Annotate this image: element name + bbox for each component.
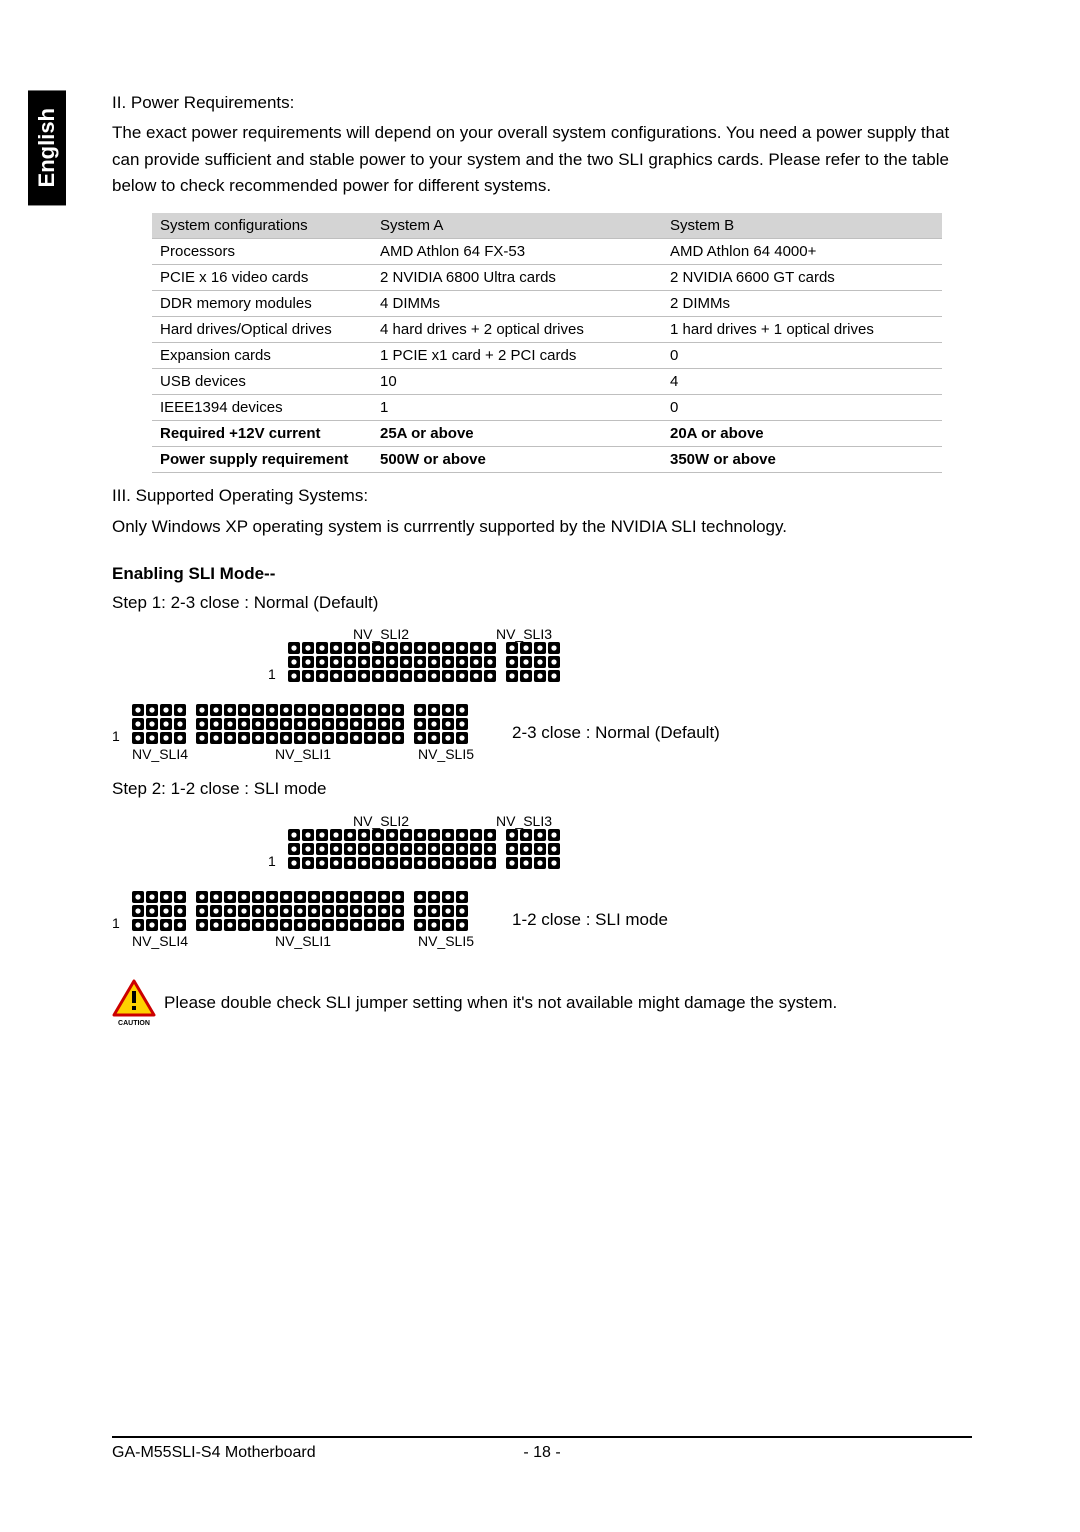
caution-text: Please double check SLI jumper setting w…: [164, 990, 837, 1016]
table-row: USB devices104: [152, 369, 942, 395]
caption-step1: 2-3 close : Normal (Default): [512, 723, 720, 743]
step1-text: Step 1: 2-3 close : Normal (Default): [112, 590, 972, 616]
page-footer: GA-M55SLI-S4 Motherboard - 18 -: [112, 1436, 972, 1462]
table-cell: USB devices: [152, 369, 372, 395]
table-cell: 25A or above: [372, 421, 662, 447]
table-cell: IEEE1394 devices: [152, 395, 372, 421]
table-header: System B: [662, 213, 942, 239]
table-cell: Processors: [152, 239, 372, 265]
table-cell: AMD Athlon 64 FX-53: [372, 239, 662, 265]
table-cell: 2 NVIDIA 6800 Ultra cards: [372, 265, 662, 291]
table-row: DDR memory modules4 DIMMs2 DIMMs: [152, 291, 942, 317]
jumper-label-sli3: NV_SLI3: [494, 626, 554, 642]
svg-text:CAUTION: CAUTION: [118, 1020, 150, 1027]
table-cell: 20A or above: [662, 421, 942, 447]
footer-left: GA-M55SLI-S4 Motherboard: [112, 1444, 316, 1462]
table-cell: AMD Athlon 64 4000+: [662, 239, 942, 265]
table-cell: Power supply requirement: [152, 447, 372, 473]
table-row: ProcessorsAMD Athlon 64 FX-53AMD Athlon …: [152, 239, 942, 265]
table-row: PCIE x 16 video cards2 NVIDIA 6800 Ultra…: [152, 265, 942, 291]
jumper-diagram-step1: NV_SLI2 NV_SLI3 1 1 NV_SLI4: [112, 626, 972, 762]
table-cell: 2 NVIDIA 6600 GT cards: [662, 265, 942, 291]
jumper-label-sli5-b: NV_SLI5: [416, 933, 476, 949]
table-cell: 0: [662, 395, 942, 421]
caption-step2: 1-2 close : SLI mode: [512, 910, 668, 930]
table-cell: 0: [662, 343, 942, 369]
table-row: Hard drives/Optical drives4 hard drives …: [152, 317, 942, 343]
table-cell: 1 hard drives + 1 optical drives: [662, 317, 942, 343]
enabling-sli-heading: Enabling SLI Mode--: [112, 564, 972, 584]
table-cell: DDR memory modules: [152, 291, 372, 317]
table-cell: 1 PCIE x1 card + 2 PCI cards: [372, 343, 662, 369]
jumper-label-sli3-b: NV_SLI3: [494, 813, 554, 829]
footer-page: - 18 -: [523, 1444, 560, 1462]
jumper-diagram-step2: NV_SLI2 NV_SLI3 1 1 NV_SLI4: [112, 813, 972, 949]
table-header: System A: [372, 213, 662, 239]
pin1-marker-b: 1: [112, 728, 120, 746]
jumper-label-sli2: NV_SLI2: [276, 626, 486, 642]
pin1-marker: 1: [268, 666, 276, 684]
pin1-marker-c: 1: [268, 853, 276, 871]
caution-note: CAUTION Please double check SLI jumper s…: [112, 979, 972, 1032]
table-cell: 350W or above: [662, 447, 942, 473]
language-tab: English: [28, 90, 66, 205]
jumper-label-sli1: NV_SLI1: [198, 746, 408, 762]
table-cell: Hard drives/Optical drives: [152, 317, 372, 343]
table-cell: 10: [372, 369, 662, 395]
jumper-label-sli2-b: NV_SLI2: [276, 813, 486, 829]
table-header: System configurations: [152, 213, 372, 239]
table-cell: 4: [662, 369, 942, 395]
table-cell: Expansion cards: [152, 343, 372, 369]
power-requirements-table: System configurationsSystem ASystem B Pr…: [152, 213, 942, 473]
section-ii-title: II. Power Requirements:: [112, 90, 972, 116]
section-iii-body: Only Windows XP operating system is curr…: [112, 514, 972, 540]
jumper-label-sli4: NV_SLI4: [130, 746, 190, 762]
table-cell: 4 hard drives + 2 optical drives: [372, 317, 662, 343]
jumper-label-sli5: NV_SLI5: [416, 746, 476, 762]
table-cell: Required +12V current: [152, 421, 372, 447]
table-cell: PCIE x 16 video cards: [152, 265, 372, 291]
table-cell: 500W or above: [372, 447, 662, 473]
pin1-marker-d: 1: [112, 915, 120, 933]
jumper-label-sli4-b: NV_SLI4: [130, 933, 190, 949]
table-row: Power supply requirement500W or above350…: [152, 447, 942, 473]
table-cell: 2 DIMMs: [662, 291, 942, 317]
section-ii-body: The exact power requirements will depend…: [112, 120, 972, 199]
caution-icon: CAUTION: [112, 979, 156, 1032]
table-row: IEEE1394 devices10: [152, 395, 942, 421]
table-cell: 4 DIMMs: [372, 291, 662, 317]
step2-text: Step 2: 1-2 close : SLI mode: [112, 776, 972, 802]
table-row: Expansion cards1 PCIE x1 card + 2 PCI ca…: [152, 343, 942, 369]
table-row: Required +12V current25A or above20A or …: [152, 421, 942, 447]
jumper-label-sli1-b: NV_SLI1: [198, 933, 408, 949]
section-iii-title: III. Supported Operating Systems:: [112, 483, 972, 509]
table-cell: 1: [372, 395, 662, 421]
page-content: II. Power Requirements: The exact power …: [112, 90, 972, 1032]
